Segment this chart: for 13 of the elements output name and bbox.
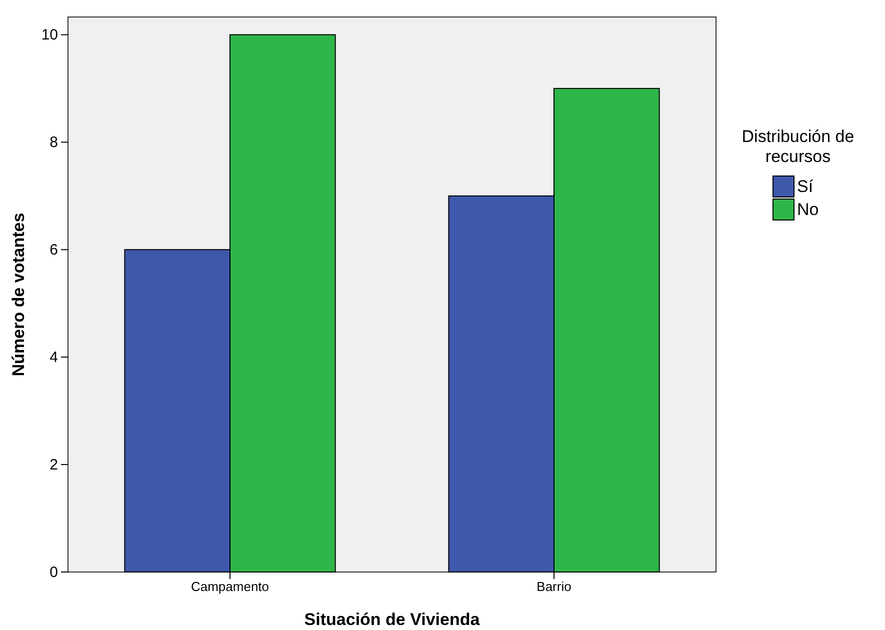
legend-label: Sí [797,177,814,196]
legend-label: No [797,200,819,219]
y-tick-label: 0 [50,564,58,581]
y-tick-label: 2 [50,456,58,474]
legend-title: Distribución de recursos [742,127,854,166]
y-tick-label: 4 [50,348,58,366]
x-tick-label: Barrio [536,579,572,594]
y-tick-label: 10 [41,26,58,44]
x-axis-title: Situación de Vivienda [304,610,480,629]
y-tick-label: 6 [50,241,58,258]
y-axis-title: Número de votantes [9,212,28,376]
y-tick-label: 8 [50,134,58,151]
x-tick-label: Campamento [190,579,270,594]
